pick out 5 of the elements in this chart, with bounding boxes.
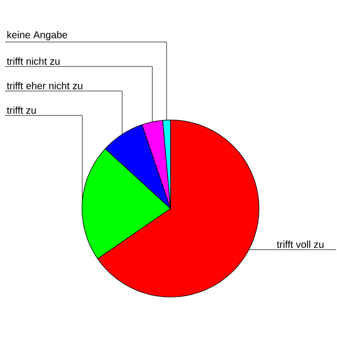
slice-label: trifft eher nicht zu [6,82,82,90]
slice-label: trifft voll zu [276,240,324,248]
slice-label: keine Angabe [7,31,68,40]
slice-label: trifft zu [6,106,36,114]
slice-label: trifft nicht zu [6,57,60,65]
